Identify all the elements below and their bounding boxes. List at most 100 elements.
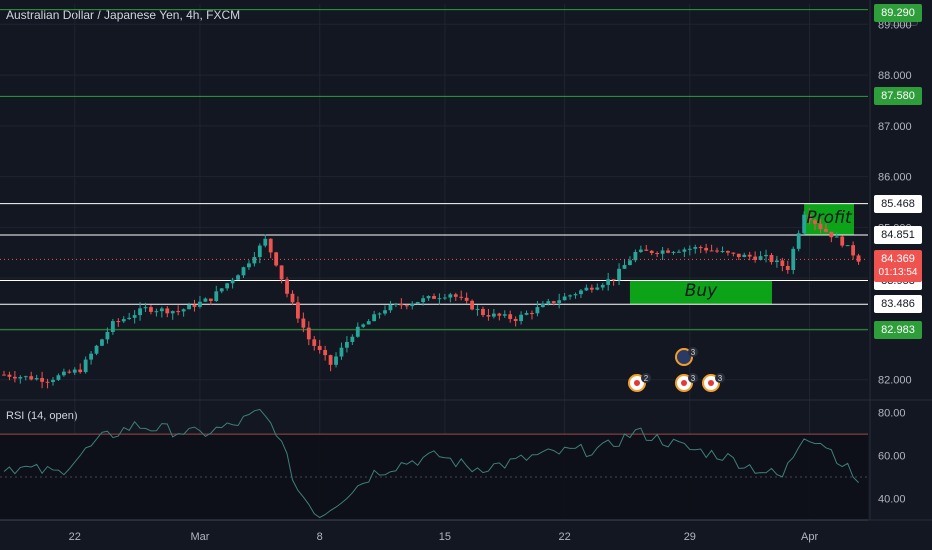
candle-body [345,341,349,348]
candle-body [12,376,17,379]
candle-body [296,302,300,319]
candle-body [219,288,224,292]
candle-body [170,311,175,314]
candle-body [470,300,475,310]
event-target-dot [708,380,714,386]
candle-body [2,374,6,376]
candle-body [127,317,132,320]
candle-body [649,250,654,254]
candle-body [486,315,491,317]
candle-body [666,250,670,253]
event-flag-icon [675,348,693,366]
candle-body [138,308,142,316]
rsi-tick-label: 80.00 [878,408,906,420]
candle-body [100,339,104,346]
candle-body [715,250,719,252]
level-tag: 83.486 [874,295,922,314]
candle-body [464,297,469,301]
candle-body [845,245,850,247]
candle-body [459,296,464,298]
candle-body [677,251,681,253]
candle-body [421,298,426,303]
candle-body [573,294,578,296]
time-tick-label: Apr [801,531,818,543]
candle-body [23,376,28,378]
candle-body [225,283,230,289]
candle-body [834,236,839,238]
candle-body [589,287,594,290]
candle-body [45,381,50,383]
level-tag: 82.983 [874,320,922,339]
candle-body [687,248,692,250]
rsi-tick-label: 60.00 [878,451,906,463]
candle-body [203,298,208,302]
candle-body [600,284,605,288]
zone-label-profit: Profit [806,208,852,229]
candle-body [165,308,170,314]
candle-body [802,214,807,234]
candle-body [89,353,93,360]
candle-body [736,253,741,258]
candle-body [426,296,431,299]
candle-body [742,254,747,258]
candle-body [453,294,458,297]
candle-body [355,326,360,337]
candle-body [764,255,768,257]
candle-body [388,304,393,311]
candle-body [851,245,856,256]
candle-body [121,319,126,322]
candle-body [143,307,148,309]
candle-body [72,369,77,373]
candle-body [606,279,611,285]
candle-body [655,253,660,255]
candle-body [393,304,398,306]
candle-body [502,314,507,316]
candle-body [116,321,121,323]
candle-body [372,314,377,322]
candle-body [34,378,39,380]
event-count-label: 2 [644,374,649,383]
candle-body [404,305,409,307]
level-tag: 85.468 [874,194,922,213]
candle-body [644,249,649,251]
candle-body [187,304,191,310]
candle-body [268,238,273,253]
candle-body [693,247,698,249]
candle-body [67,371,72,373]
candle-body [769,255,774,263]
time-tick-label: 22 [559,531,571,543]
candle-body [181,309,186,312]
price-tick-label: 82.000 [878,375,912,387]
candle-body [198,301,202,307]
candle-body [840,236,845,246]
level-tag: 84.851 [874,225,922,244]
candle-body [257,245,262,258]
candle-body [78,369,83,373]
candle-body [176,311,181,313]
candle-body [312,339,317,346]
candle-body [698,247,703,249]
candle-body [475,308,480,310]
candle-body [813,220,817,224]
candle-body [628,260,632,266]
price-tick-label: 88.000 [878,70,912,82]
candle-body [51,379,55,383]
candle-body [208,298,213,302]
candle-body [241,267,246,276]
candle-body [279,265,284,280]
candle-body [753,256,758,260]
candle-body [491,313,496,317]
candle-body [818,223,823,229]
candle-body [568,295,572,297]
candle-body [328,355,333,365]
candle-body [682,249,687,252]
candle-body [747,254,752,257]
event-target-dot [681,380,687,386]
event-target-dot [634,380,640,386]
candle-body [263,238,268,246]
candle-body [704,247,709,251]
chart-title: Australian Dollar / Japanese Yen, 4h, FX… [6,8,241,22]
candle-body [350,336,355,342]
candle-body [671,251,676,253]
